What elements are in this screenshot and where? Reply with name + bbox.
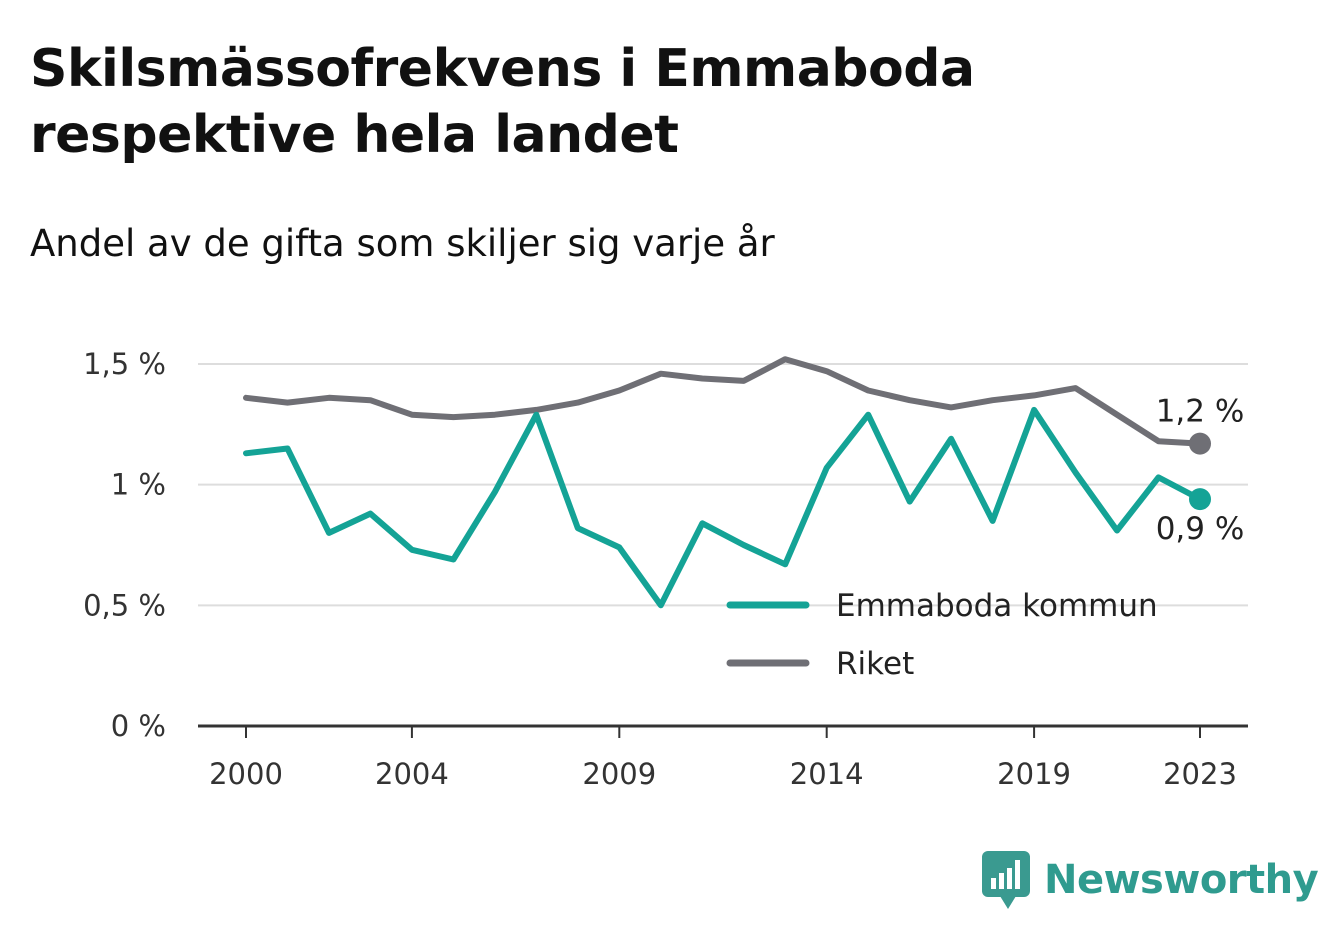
series-line-riket	[243, 356, 1203, 447]
x-axis: 2000 2004 2009 2014 2019 2023	[198, 724, 1248, 791]
legend-label: Emmaboda kommun	[836, 588, 1158, 624]
newsworthy-logo: Newsworthy	[980, 848, 1319, 912]
end-value-label: 0,9 %	[1156, 511, 1245, 547]
chart-subtitle: Andel av de gifta som skiljer sig varje …	[30, 222, 775, 265]
series-line-emmaboda	[243, 406, 1203, 609]
x-tick-label: 2000	[209, 757, 283, 791]
legend: Emmaboda kommun Riket	[726, 588, 1158, 682]
y-tick-label: 1,5 %	[83, 347, 166, 381]
x-tick-label: 2023	[1163, 757, 1237, 791]
brand-name: Newsworthy	[1044, 857, 1319, 903]
x-tick-label: 2009	[582, 757, 656, 791]
x-tick-label: 2019	[997, 757, 1071, 791]
series-end-point	[1189, 488, 1211, 511]
y-axis-ticks: 0 % 0,5 % 1 % 1,5 %	[83, 347, 166, 743]
y-tick-label: 1 %	[111, 468, 166, 502]
x-tick-label: 2004	[375, 757, 449, 791]
legend-label: Riket	[836, 646, 914, 682]
bar-chart-speech-bubble-icon	[982, 851, 1030, 909]
y-tick-label: 0,5 %	[83, 588, 166, 622]
y-tick-label: 0 %	[111, 709, 166, 743]
x-tick-label: 2014	[790, 757, 864, 791]
gridlines	[198, 363, 1248, 607]
chart-title: Skilsmässofrekvens i Emmaboda respektive…	[30, 39, 975, 165]
series-end-point	[1189, 432, 1211, 455]
end-value-label: 1,2 %	[1156, 394, 1245, 430]
series-lines: 1,2 % 0,9 %	[243, 356, 1245, 609]
